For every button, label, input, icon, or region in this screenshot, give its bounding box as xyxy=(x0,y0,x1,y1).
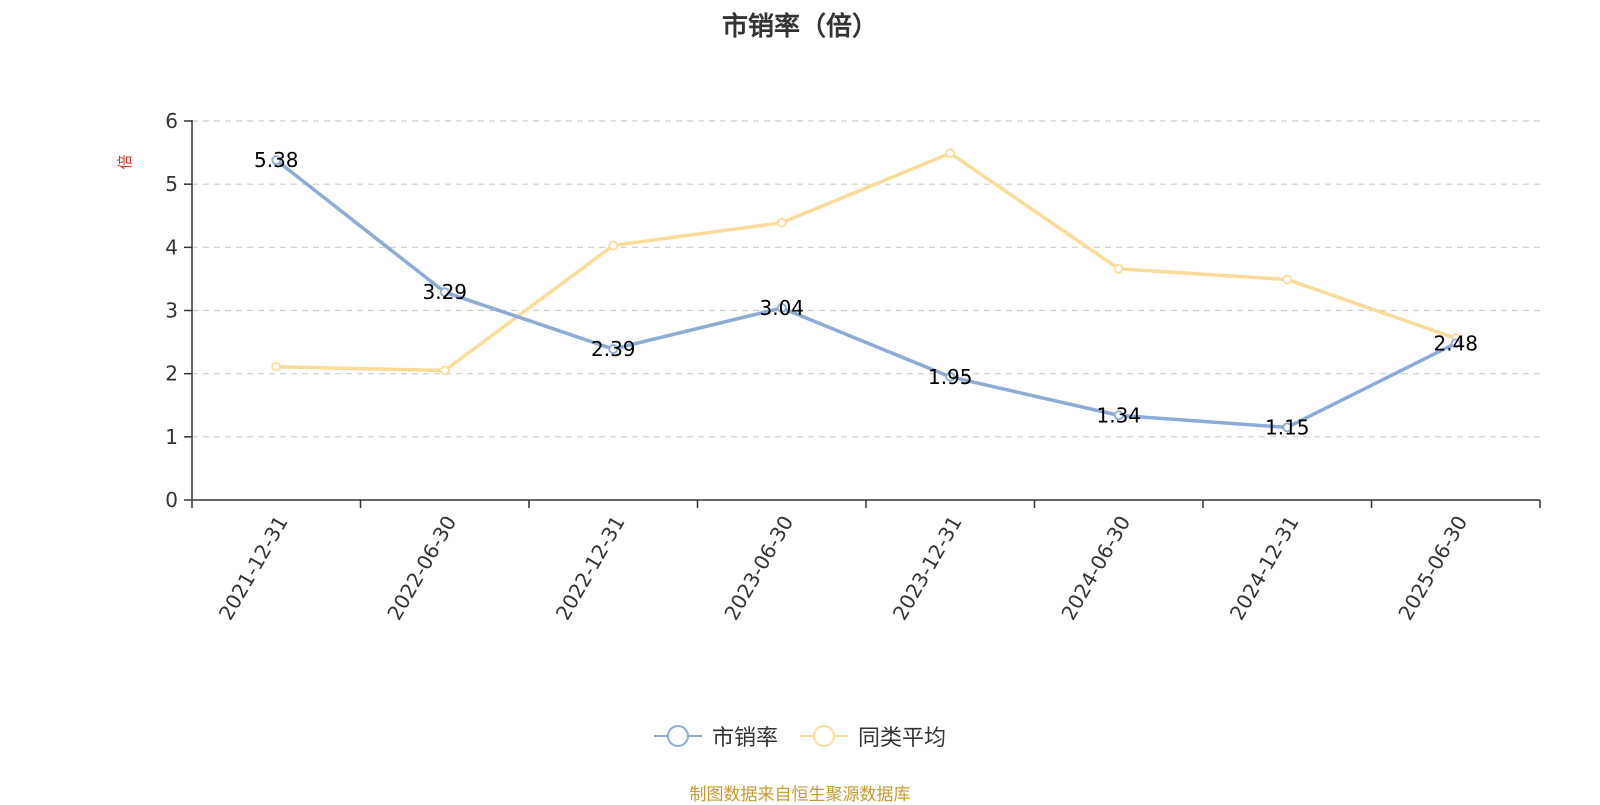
data-label: 5.38 xyxy=(254,148,299,172)
y-tick-label: 4 xyxy=(165,235,178,259)
data-point xyxy=(608,240,619,251)
legend-line-circle-icon xyxy=(800,725,848,747)
legend-line-circle-icon xyxy=(653,725,702,747)
y-tick-label: 3 xyxy=(165,299,178,323)
data-label: 1.34 xyxy=(1096,403,1141,427)
grid-lines xyxy=(192,120,1540,438)
legend-item-series-0[interactable]: 市销率 xyxy=(653,720,778,752)
legend-item-series-1[interactable]: 同类平均 xyxy=(800,720,946,752)
data-label: 3.04 xyxy=(759,296,804,320)
data-label: 1.15 xyxy=(1265,415,1310,439)
data-point xyxy=(439,287,450,298)
data-point xyxy=(945,148,956,159)
x-tick-label: 2025-06-30 xyxy=(1393,512,1472,625)
legend-label: 同类平均 xyxy=(858,726,947,751)
legend-label: 市销率 xyxy=(711,726,778,751)
data-label: 2.39 xyxy=(591,337,636,361)
x-tick-label: 2022-06-30 xyxy=(382,512,461,625)
data-point xyxy=(1282,422,1293,433)
data-point xyxy=(1113,263,1124,274)
data-point xyxy=(1113,410,1124,421)
x-tick-label: 2022-12-31 xyxy=(551,512,630,625)
x-tick-label: 2023-12-31 xyxy=(888,512,967,625)
data-point xyxy=(1282,274,1293,285)
axes: 0 1 2 3 4 5 6 2021-12-31 2022-06-30 2022-12-31 202… xyxy=(165,109,1541,625)
legend: 市销率 同类平均 xyxy=(0,720,1600,752)
data-point xyxy=(776,303,787,313)
x-tick-label: 2024-06-30 xyxy=(1056,512,1135,625)
data-point xyxy=(271,155,282,166)
y-tick-label: 5 xyxy=(165,172,178,196)
data-point xyxy=(1450,338,1461,349)
y-tick-label: 2 xyxy=(165,362,178,386)
y-axis-unit: 倍 xyxy=(116,154,134,169)
source-note: 制图数据来自恒生聚源数据库 xyxy=(689,785,911,805)
data-point xyxy=(945,371,956,382)
data-point xyxy=(608,344,619,354)
x-tick-label: 2021-12-31 xyxy=(214,512,293,625)
x-tick-label: 2023-06-30 xyxy=(719,512,798,625)
data-label: 2.48 xyxy=(1433,331,1478,355)
data-point xyxy=(776,217,787,228)
data-label: 1.95 xyxy=(928,365,973,389)
series-line-1 xyxy=(276,151,1457,373)
data-label: 3.29 xyxy=(422,280,467,304)
series-lines xyxy=(271,148,1461,433)
y-tick-label: 0 xyxy=(165,488,178,512)
y-tick-label: 1 xyxy=(165,425,178,449)
series-line-0 xyxy=(275,158,1457,430)
y-tick-label: 6 xyxy=(165,109,178,133)
x-tick-label: 2024-12-31 xyxy=(1225,512,1304,625)
data-labels: 5.38 3.29 2.39 3.04 1.95 1.34 1.15 2.48 xyxy=(254,148,1478,439)
data-point xyxy=(439,365,450,376)
data-point xyxy=(271,361,282,372)
chart-title: 市销率（倍） xyxy=(721,12,878,42)
